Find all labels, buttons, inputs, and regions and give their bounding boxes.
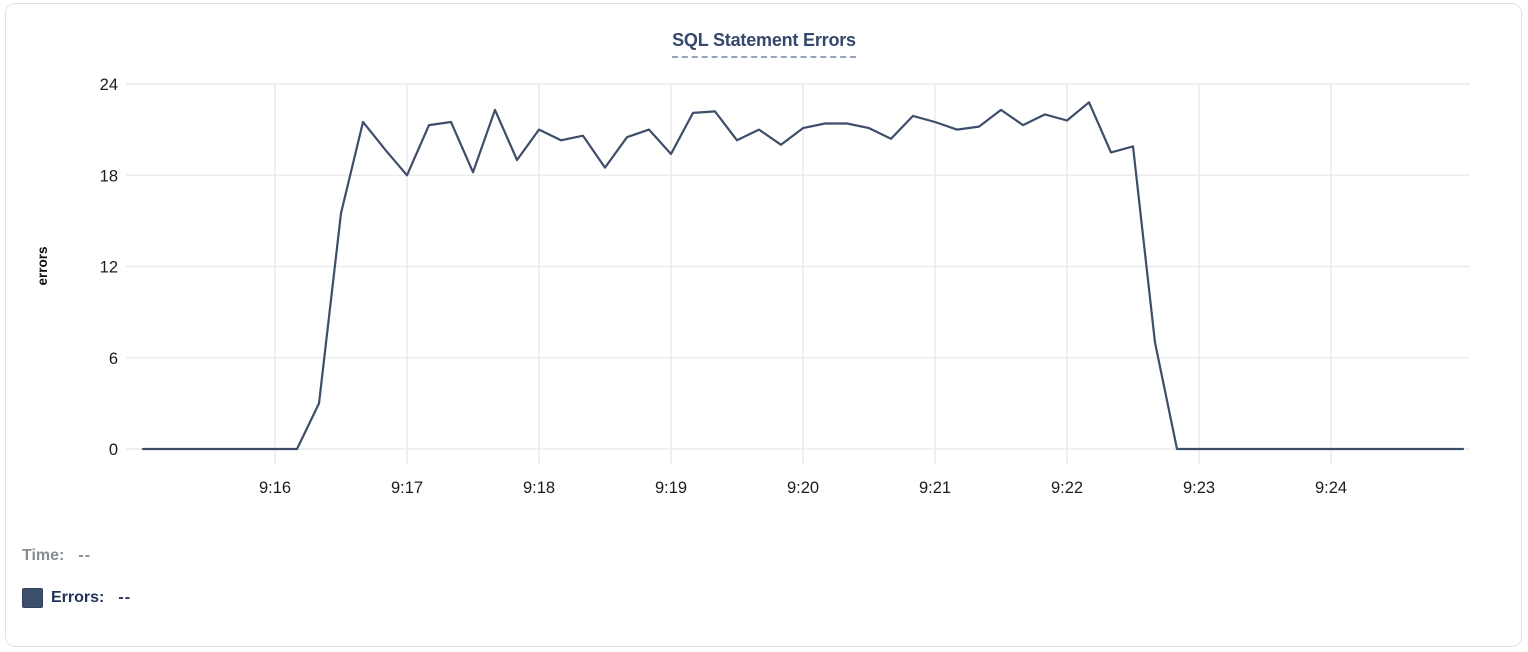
x-tick-label: 9:24 <box>1315 479 1347 497</box>
errors-label: Errors: <box>51 589 105 606</box>
errors-line-chart[interactable]: 0 6 12 18 24 9:16 9:17 9:18 9:19 9:20 9:21 9:22 9:23… <box>0 0 1528 515</box>
time-label: Time: <box>22 547 65 564</box>
x-tick-label: 9:18 <box>523 479 555 497</box>
errors-series-line <box>141 101 1465 451</box>
x-tick-label: 9:16 <box>259 479 291 497</box>
y-axis-title: errors <box>35 246 50 285</box>
chart-header: SQL Statement Errors <box>0 30 1528 58</box>
time-readout-row: Time: -- <box>22 544 91 568</box>
errors-readout-row: Errors: -- <box>22 586 131 610</box>
errors-value: -- <box>118 589 132 606</box>
y-tick-label: 0 <box>109 441 118 459</box>
time-value: -- <box>78 547 92 564</box>
y-tick-label: 12 <box>100 259 118 277</box>
y-tick-label: 18 <box>100 167 118 185</box>
errors-series-swatch-icon <box>22 588 43 608</box>
y-tick-label: 6 <box>109 350 118 368</box>
chart-card <box>5 3 1522 647</box>
x-tick-label: 9:21 <box>919 479 951 497</box>
x-tick-label: 9:17 <box>391 479 423 497</box>
x-tick-label: 9:22 <box>1051 479 1083 497</box>
x-tick-label: 9:20 <box>787 479 819 497</box>
x-tick-label: 9:19 <box>655 479 687 497</box>
chart-title-link[interactable]: SQL Statement Errors <box>672 30 856 58</box>
x-tick-label: 9:23 <box>1183 479 1215 497</box>
y-tick-label: 24 <box>100 76 118 94</box>
